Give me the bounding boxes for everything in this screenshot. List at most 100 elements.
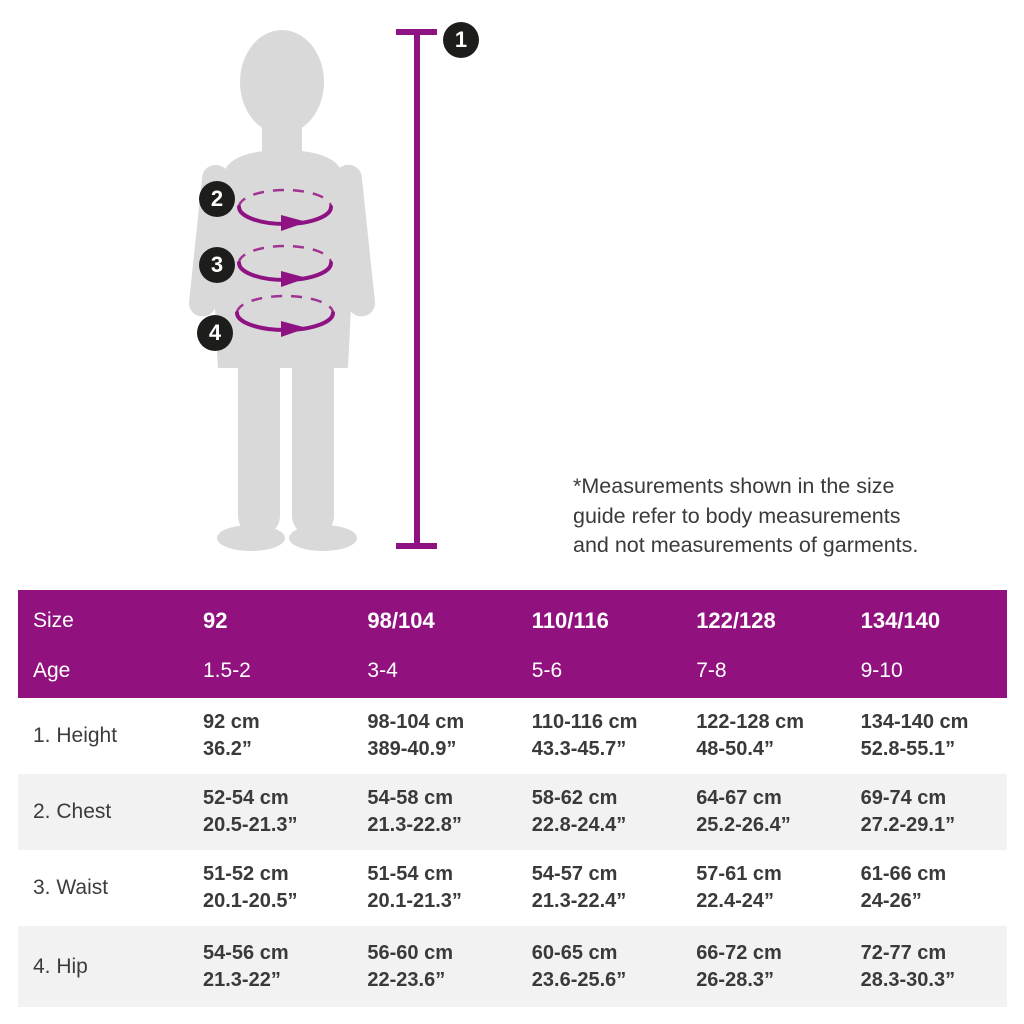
cm-value: 51-52 cm <box>203 863 289 885</box>
header-age-value: 1.5-2 <box>203 659 251 682</box>
row-label: 4. Hip <box>33 954 88 978</box>
hip-measure-ellipse <box>235 294 335 337</box>
cell-waist-134-140: 61-66 cm 24-26” <box>843 861 1007 915</box>
cell-height-92: 92 cm 36.2” <box>185 709 349 763</box>
inch-value: 22-23.6” <box>367 968 446 991</box>
cm-value: 60-65 cm <box>531 941 618 964</box>
child-silhouette <box>188 30 376 551</box>
row-label: 2. Chest <box>33 800 112 823</box>
cm-value: 72-77 cm <box>860 941 947 964</box>
inch-value: 20.1-21.3” <box>367 890 462 912</box>
cell-waist-122-128: 57-61 cm 22.4-24” <box>678 861 842 915</box>
header-age-value: 3-4 <box>367 659 398 682</box>
note-line: and not measurements of garments. <box>573 533 919 557</box>
cell-height-110-116: 110-116 cm 43.3-45.7” <box>514 709 678 763</box>
measure-badge-hip: 4 <box>197 315 233 351</box>
note-line: guide refer to body measurements <box>573 503 901 528</box>
cell-chest-122-128: 64-67 cm 25.2-26.4” <box>678 785 842 839</box>
header-age-value: 7-8 <box>696 659 727 682</box>
header-age-label: Age <box>33 659 71 682</box>
cell-chest-110-116: 58-62 cm 22.8-24.4” <box>514 785 678 839</box>
table-row-height: 1. Height 92 cm 36.2” 98-104 cm 389-40.9… <box>18 698 1007 774</box>
header-size-value: 110/116 <box>531 608 609 633</box>
inch-value: 22.8-24.4” <box>531 814 627 836</box>
cm-value: 98-104 cm <box>367 711 465 733</box>
inch-value: 20.1-20.5” <box>203 890 298 912</box>
cm-value: 58-62 cm <box>531 787 618 809</box>
inch-value: 43.3-45.7” <box>531 738 627 760</box>
inch-value: 21.3-22” <box>203 968 281 991</box>
cell-hip-134-140: 72-77 cm 28.3-30.3” <box>843 940 1007 994</box>
cm-value: 69-74 cm <box>860 787 947 809</box>
cell-hip-98-104: 56-60 cm 22-23.6” <box>349 940 513 994</box>
inch-value: 20.5-21.3” <box>203 814 298 836</box>
measurement-note: *Measurements shown in the size guide re… <box>573 472 953 561</box>
inch-value: 36.2” <box>203 738 252 760</box>
cell-waist-110-116: 54-57 cm 21.3-22.4” <box>514 861 678 915</box>
cell-chest-134-140: 69-74 cm 27.2-29.1” <box>843 785 1007 839</box>
cell-height-134-140: 134-140 cm 52.8-55.1” <box>843 709 1007 763</box>
cm-value: 51-54 cm <box>367 863 454 885</box>
cell-chest-92: 52-54 cm 20.5-21.3” <box>185 785 349 839</box>
inch-value: 24-26” <box>860 890 922 912</box>
measure-badge-chest: 2 <box>199 181 235 217</box>
size-table-header: Size 92 98/104 110/116 122/128 134/140 A… <box>18 590 1007 698</box>
measure-badge-height: 1 <box>443 22 479 58</box>
cm-value: 66-72 cm <box>696 941 782 964</box>
cell-hip-122-128: 66-72 cm 26-28.3” <box>678 940 842 994</box>
chest-measure-ellipse <box>237 188 333 231</box>
cm-value: 92 cm <box>203 711 260 733</box>
waist-measure-ellipse <box>237 244 333 287</box>
inch-value: 22.4-24” <box>696 890 775 912</box>
header-size-value: 122/128 <box>696 608 776 633</box>
table-row-chest: 2. Chest 52-54 cm 20.5-21.3” 54-58 cm 21… <box>18 774 1007 850</box>
cm-value: 61-66 cm <box>860 863 947 885</box>
cell-height-122-128: 122-128 cm 48-50.4” <box>678 709 842 763</box>
cell-hip-92: 54-56 cm 21.3-22” <box>185 940 349 994</box>
header-size-value: 98/104 <box>367 608 435 633</box>
cm-value: 54-58 cm <box>367 787 454 809</box>
cm-value: 122-128 cm <box>696 711 805 733</box>
header-row-age: Age 1.5-2 3-4 5-6 7-8 9-10 <box>18 646 1007 696</box>
measure-badge-waist: 3 <box>199 247 235 283</box>
header-size-value: 92 <box>203 608 228 633</box>
cm-value: 110-116 cm <box>531 711 638 733</box>
note-line: *Measurements shown in the size <box>573 474 895 498</box>
header-size-label: Size <box>33 609 74 632</box>
cm-value: 52-54 cm <box>203 787 289 809</box>
cm-value: 64-67 cm <box>696 787 782 809</box>
inch-value: 48-50.4” <box>696 738 775 760</box>
header-row-size: Size 92 98/104 110/116 122/128 134/140 <box>18 596 1007 646</box>
header-age-value: 9-10 <box>860 659 903 682</box>
cell-height-98-104: 98-104 cm 389-40.9” <box>349 709 513 763</box>
inch-value: 52.8-55.1” <box>860 738 956 760</box>
measurement-figure: 1 2 3 4 <box>0 0 560 580</box>
inch-value: 21.3-22.4” <box>531 890 627 912</box>
inch-value: 23.6-25.6” <box>531 968 627 991</box>
inch-value: 28.3-30.3” <box>860 968 956 991</box>
height-measure-line <box>396 29 437 549</box>
cm-value: 57-61 cm <box>696 863 782 885</box>
row-label: 1. Height <box>33 724 118 747</box>
inch-value: 27.2-29.1” <box>860 814 956 836</box>
table-row-hip: 4. Hip 54-56 cm 21.3-22” 56-60 cm 22-23.… <box>18 926 1007 1007</box>
table-row-waist: 3. Waist 51-52 cm 20.1-20.5” 51-54 cm 20… <box>18 850 1007 926</box>
cm-value: 134-140 cm <box>860 711 969 733</box>
header-age-value: 5-6 <box>531 659 563 682</box>
inch-value: 25.2-26.4” <box>696 814 791 836</box>
row-label: 3. Waist <box>33 876 109 899</box>
cm-value: 54-57 cm <box>531 863 618 885</box>
cell-hip-110-116: 60-65 cm 23.6-25.6” <box>514 940 678 994</box>
inch-value: 21.3-22.8” <box>367 814 462 836</box>
cm-value: 54-56 cm <box>203 941 289 964</box>
cell-waist-92: 51-52 cm 20.1-20.5” <box>185 861 349 915</box>
inch-value: 26-28.3” <box>696 968 775 991</box>
cell-chest-98-104: 54-58 cm 21.3-22.8” <box>349 785 513 839</box>
size-table: Size 92 98/104 110/116 122/128 134/140 A… <box>18 590 1007 1007</box>
child-silhouette-graphic <box>188 29 437 551</box>
cell-waist-98-104: 51-54 cm 20.1-21.3” <box>349 861 513 915</box>
header-size-value: 134/140 <box>860 608 941 633</box>
inch-value: 389-40.9” <box>367 738 457 760</box>
cm-value: 56-60 cm <box>367 941 454 964</box>
